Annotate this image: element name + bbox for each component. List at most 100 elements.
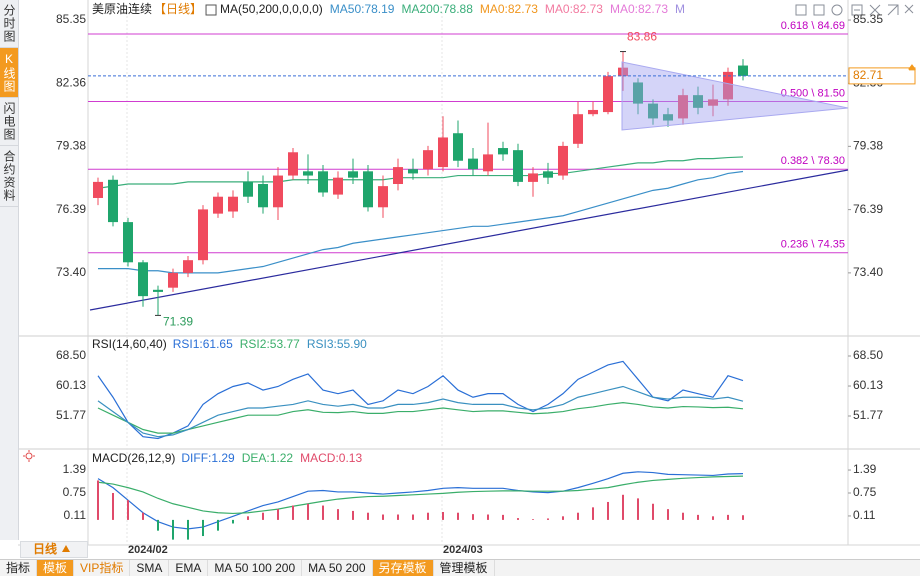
triangle-pattern <box>621 61 849 131</box>
candle-body <box>633 82 643 104</box>
macd-bar <box>637 498 639 520</box>
tab[interactable]: 合约资料 <box>0 146 18 207</box>
candle-body <box>618 67 628 77</box>
tab[interactable]: 闪电图 <box>0 98 18 146</box>
macd-bar <box>127 500 129 520</box>
icon[interactable] <box>795 4 807 16</box>
macd-bar <box>547 518 549 520</box>
candle-body <box>738 65 748 76</box>
toolbar-icons <box>795 4 914 16</box>
macd-bar <box>232 519 234 524</box>
macd-bar <box>142 512 144 520</box>
candle-body <box>423 150 433 170</box>
candle-body <box>438 137 448 168</box>
candle-body <box>198 209 208 261</box>
macd-bar <box>322 505 324 520</box>
candle-body <box>378 186 388 208</box>
toolbar-item[interactable]: 另存模板 <box>372 560 434 576</box>
y-tick-label: 68.50 <box>853 348 883 362</box>
toolbar-item[interactable]: MA 50 200 <box>302 560 373 576</box>
settings-icon[interactable] <box>25 452 33 460</box>
y-tick-label: 85.35 <box>853 12 883 26</box>
candle-body <box>543 171 553 178</box>
toolbar-item[interactable]: 指标 <box>0 560 38 576</box>
candle-body <box>708 99 718 106</box>
macd-bar <box>262 512 264 520</box>
rsi-line <box>97 385 744 438</box>
y-tick-label: 73.40 <box>56 265 86 279</box>
y-tick-label: 0.11 <box>853 508 876 522</box>
macd-bar <box>442 512 444 520</box>
macd-bar <box>472 514 474 520</box>
macd-bar <box>157 519 159 531</box>
y-tick-label: 76.39 <box>56 202 86 216</box>
indicator-label: MA(50,200,0,0,0,0) <box>220 2 323 16</box>
y-tick-label: 0.11 <box>64 508 87 522</box>
macd-bar <box>112 492 114 520</box>
toolbar-item[interactable]: 管理模板 <box>434 560 495 576</box>
tab[interactable]: 分时图 <box>0 0 18 48</box>
pane-title: RSI(14,60,40) <box>92 337 167 351</box>
fib-label: 0.618 \ 84.69 <box>781 20 845 32</box>
candle-body <box>693 95 703 108</box>
y-tick-label: 79.38 <box>56 139 86 153</box>
tab[interactable]: K线图 <box>0 48 18 98</box>
macd-bar <box>97 480 99 520</box>
y-tick-label: 85.35 <box>56 12 86 26</box>
period-label: 【日线】 <box>154 2 202 16</box>
icon[interactable] <box>904 4 914 14</box>
legend-label: M <box>675 2 685 16</box>
trend-line <box>89 169 849 311</box>
candle-body <box>528 173 538 182</box>
y-tick-label: 60.13 <box>56 378 86 392</box>
icon[interactable] <box>813 4 825 16</box>
candle-body <box>663 114 673 121</box>
macd-bar <box>187 519 189 540</box>
macd-bar <box>622 494 624 520</box>
macd-bar <box>697 514 699 520</box>
y-tick-label: 0.75 <box>63 485 87 499</box>
candle-body <box>558 145 568 176</box>
y-tick-label: 60.13 <box>853 378 883 392</box>
toolbar-item[interactable]: 模板 <box>37 560 75 576</box>
macd-bar <box>397 514 399 520</box>
candle-body <box>588 109 598 115</box>
candle-body <box>513 150 523 182</box>
icon[interactable] <box>869 4 881 16</box>
toolbar-item[interactable]: VIP指标 <box>74 560 131 576</box>
y-tick-label: 76.39 <box>853 202 883 216</box>
icon[interactable] <box>831 4 843 16</box>
toolbar-item[interactable]: MA 50 100 200 <box>208 560 303 576</box>
macd-bar <box>652 503 654 520</box>
y-tick-label: 0.75 <box>853 485 877 499</box>
icon[interactable] <box>851 4 863 16</box>
toolbar-item[interactable]: SMA <box>130 560 170 576</box>
candle-body <box>348 171 358 178</box>
candle-body <box>468 158 478 170</box>
toolbar-item[interactable]: EMA <box>169 560 209 576</box>
legend-label: MA0:82.73 <box>480 2 538 16</box>
x-tick-label: 2024/03 <box>443 544 483 556</box>
period-button[interactable]: 日线 <box>20 541 88 558</box>
macd-bar <box>202 519 204 537</box>
candle-body <box>168 272 178 288</box>
legend-label: RSI1:61.65 <box>173 337 233 351</box>
settings-icon[interactable] <box>23 450 35 462</box>
candle-body <box>573 114 583 144</box>
legend-label: MA50:78.19 <box>330 2 395 16</box>
legend-label: RSI2:53.77 <box>240 337 300 351</box>
legend-label: DIFF:1.29 <box>181 451 235 465</box>
macd-bar <box>607 501 609 520</box>
period-label: 日线 <box>33 542 58 556</box>
candle-body <box>213 196 223 214</box>
y-tick-label: 51.77 <box>56 408 86 422</box>
x-tick-label: 2024/02 <box>128 544 168 556</box>
candle-body <box>498 148 508 155</box>
candle-body <box>393 167 403 185</box>
icon[interactable] <box>887 4 899 16</box>
macd-bar <box>367 512 369 520</box>
y-tick-label: 82.36 <box>56 75 86 89</box>
indicator-icon <box>205 4 217 16</box>
macd-bar <box>352 510 354 520</box>
